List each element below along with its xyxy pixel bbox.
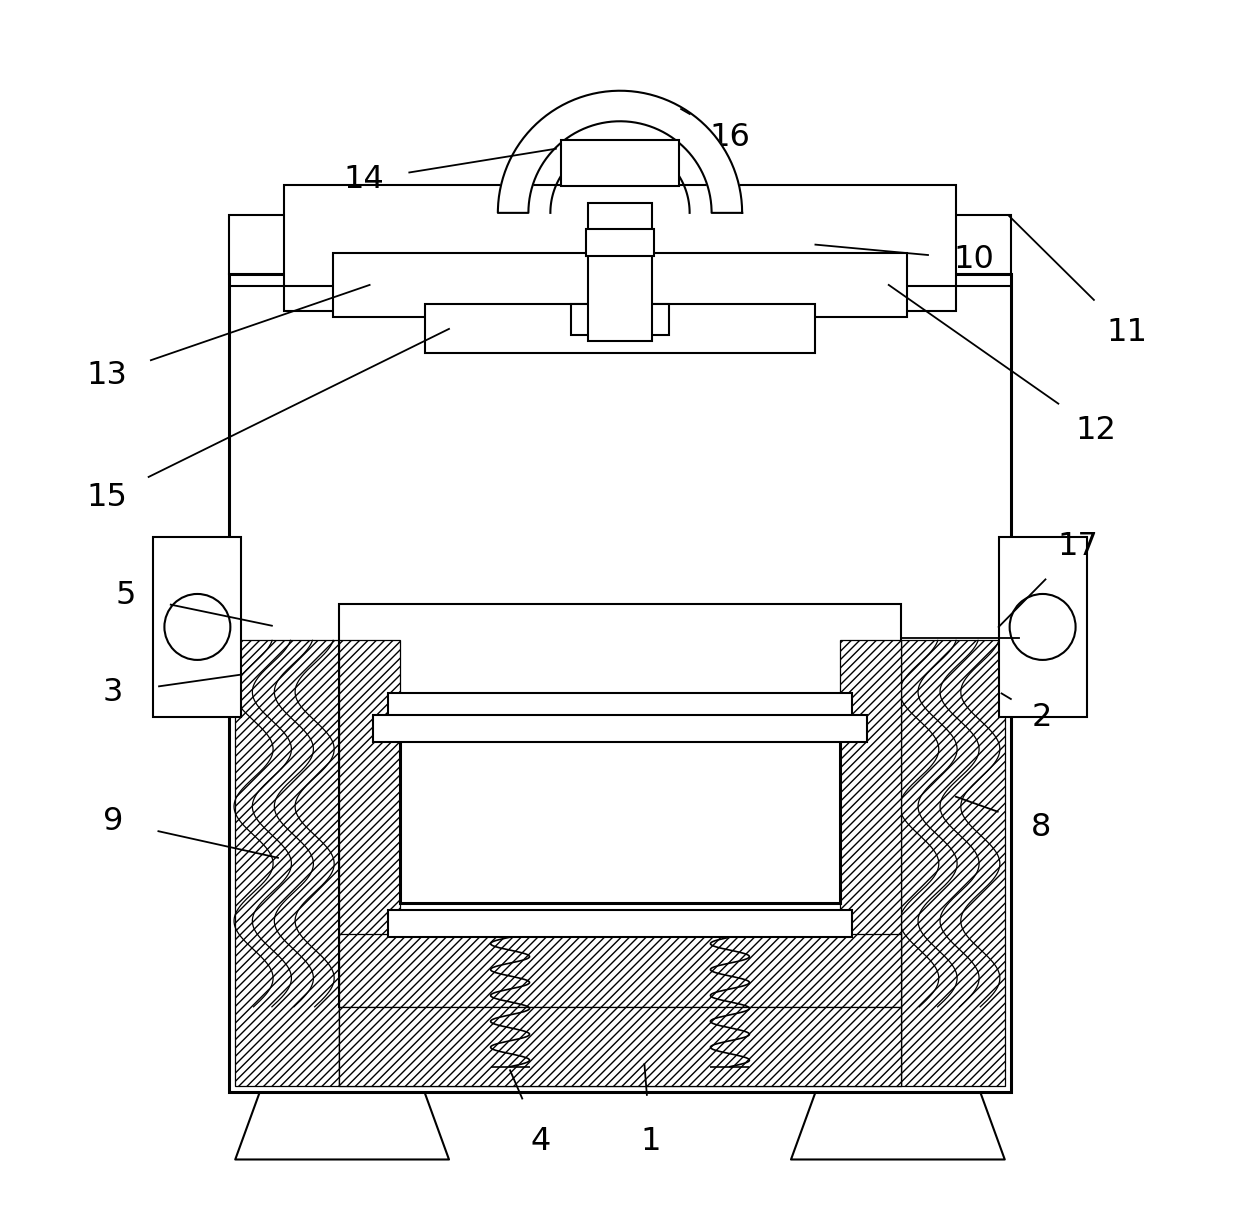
- Bar: [587, 228, 653, 255]
- Text: 8: 8: [1032, 812, 1052, 843]
- Bar: [229, 215, 1011, 274]
- Bar: [373, 715, 867, 742]
- Bar: [229, 274, 1011, 1092]
- Bar: [339, 604, 901, 1007]
- Bar: [388, 693, 852, 720]
- Polygon shape: [236, 1092, 449, 1160]
- Text: 7: 7: [1055, 622, 1076, 654]
- Text: 3: 3: [103, 677, 123, 708]
- Bar: [901, 640, 1004, 1086]
- Bar: [839, 640, 901, 1007]
- Text: 2: 2: [1032, 702, 1052, 733]
- Bar: [284, 185, 956, 310]
- Circle shape: [1009, 594, 1075, 660]
- Bar: [236, 640, 339, 1086]
- Bar: [339, 1007, 901, 1086]
- Bar: [998, 536, 1086, 718]
- Text: 9: 9: [103, 806, 123, 837]
- Text: 10: 10: [954, 244, 994, 275]
- Text: 13: 13: [87, 360, 128, 391]
- Text: 17: 17: [1058, 531, 1099, 562]
- Polygon shape: [497, 91, 743, 212]
- Bar: [572, 304, 668, 335]
- Text: 11: 11: [1106, 317, 1147, 348]
- Text: 14: 14: [343, 164, 384, 195]
- Text: 1: 1: [640, 1125, 661, 1157]
- Bar: [154, 536, 242, 718]
- Bar: [339, 1007, 901, 1086]
- Bar: [339, 640, 401, 1007]
- Text: 12: 12: [1076, 415, 1117, 445]
- Bar: [424, 304, 816, 353]
- Bar: [562, 140, 678, 187]
- Bar: [388, 910, 852, 937]
- Text: 4: 4: [531, 1125, 551, 1157]
- Bar: [334, 253, 906, 317]
- Bar: [401, 720, 839, 903]
- Bar: [588, 204, 652, 341]
- Text: 5: 5: [115, 579, 135, 611]
- Bar: [339, 934, 901, 1007]
- Text: 15: 15: [87, 482, 128, 513]
- Polygon shape: [791, 1092, 1004, 1160]
- Text: 16: 16: [709, 121, 750, 152]
- Circle shape: [165, 594, 231, 660]
